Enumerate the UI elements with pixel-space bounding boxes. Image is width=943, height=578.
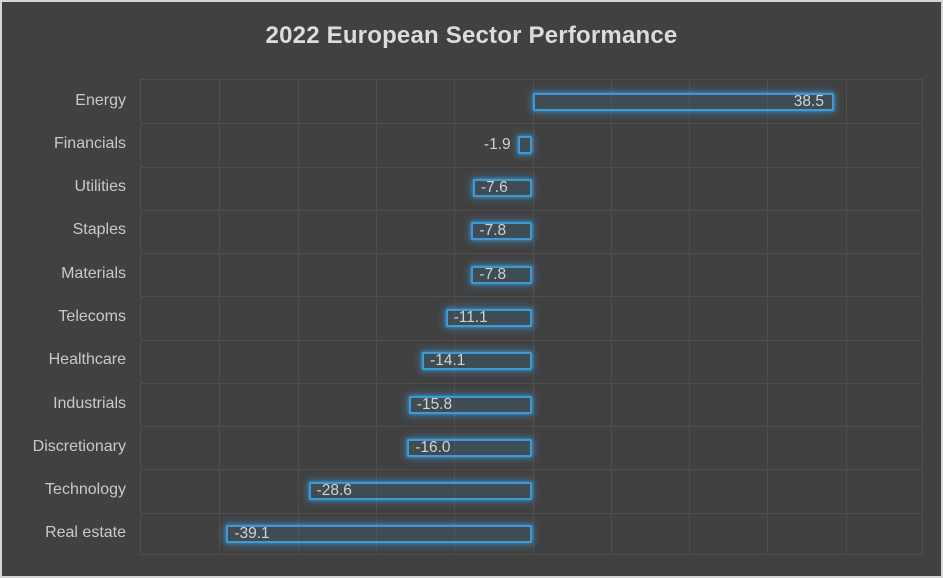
gridline-horizontal <box>141 426 922 428</box>
gridline-vertical <box>610 80 612 554</box>
value-label-materials: -7.8 <box>479 265 507 283</box>
chart-title: 2022 European Sector Performance <box>265 22 678 49</box>
gridline-horizontal <box>141 512 922 514</box>
value-label-healthcare: -14.1 <box>430 352 466 370</box>
category-label-energy: Energy <box>75 91 126 109</box>
category-label-utilities: Utilities <box>74 178 126 196</box>
gridline-vertical <box>689 80 691 554</box>
value-label-utilities: -7.6 <box>480 179 508 197</box>
bar-industrials <box>408 395 533 414</box>
gridline-horizontal <box>141 382 922 384</box>
category-label-discretionary: Discretionary <box>32 437 126 455</box>
bar-staples <box>471 222 533 241</box>
gridline-vertical <box>297 80 299 554</box>
value-label-financials: -1.9 <box>483 135 511 153</box>
gridline-horizontal <box>141 339 922 341</box>
value-label-staples: -7.8 <box>479 222 507 240</box>
gridline-horizontal <box>141 123 922 125</box>
bar-telecoms <box>445 309 533 327</box>
bar-technology <box>308 482 533 501</box>
gridline-horizontal <box>141 253 922 255</box>
value-label-real-estate: -39.1 <box>234 525 270 543</box>
gridline-vertical <box>532 80 534 554</box>
plot-area: 38.5 -1.9 -7.6 -7.8 -7.8 -11.1 -14.1 -15.8 -16.0… <box>140 79 923 555</box>
category-axis: Energy Financials Utilities Staples Material… <box>2 79 126 555</box>
gridline-horizontal <box>141 209 922 211</box>
value-label-discretionary: -16.0 <box>415 438 451 456</box>
bar-discretionary <box>407 438 533 457</box>
category-label-real-estate: Real estate <box>45 524 126 542</box>
value-label-industrials: -15.8 <box>416 395 453 413</box>
gridline-horizontal <box>141 469 922 471</box>
gridline-horizontal <box>141 296 922 298</box>
gridline-vertical <box>454 80 456 554</box>
bar-healthcare <box>422 352 533 371</box>
bar-utilities <box>472 179 533 198</box>
category-label-telecoms: Telecoms <box>58 307 126 325</box>
value-label-telecoms: -11.1 <box>453 309 488 326</box>
bar-financials <box>517 135 533 154</box>
category-label-materials: Materials <box>61 264 126 282</box>
gridline-vertical <box>767 80 769 554</box>
gridline-vertical <box>845 80 847 554</box>
bar-real-estate <box>226 525 533 544</box>
bar-energy <box>532 92 834 111</box>
value-label-energy: 38.5 <box>793 92 824 110</box>
gridline-horizontal <box>141 166 922 168</box>
value-label-technology: -28.6 <box>316 482 352 500</box>
category-label-financials: Financials <box>53 134 126 152</box>
category-label-healthcare: Healthcare <box>48 351 126 369</box>
gridline-vertical <box>219 80 221 554</box>
category-label-staples: Staples <box>72 221 126 239</box>
category-label-technology: Technology <box>45 481 126 499</box>
category-label-industrials: Industrials <box>53 394 126 412</box>
bar-materials <box>471 265 533 284</box>
gridline-vertical <box>375 80 377 554</box>
